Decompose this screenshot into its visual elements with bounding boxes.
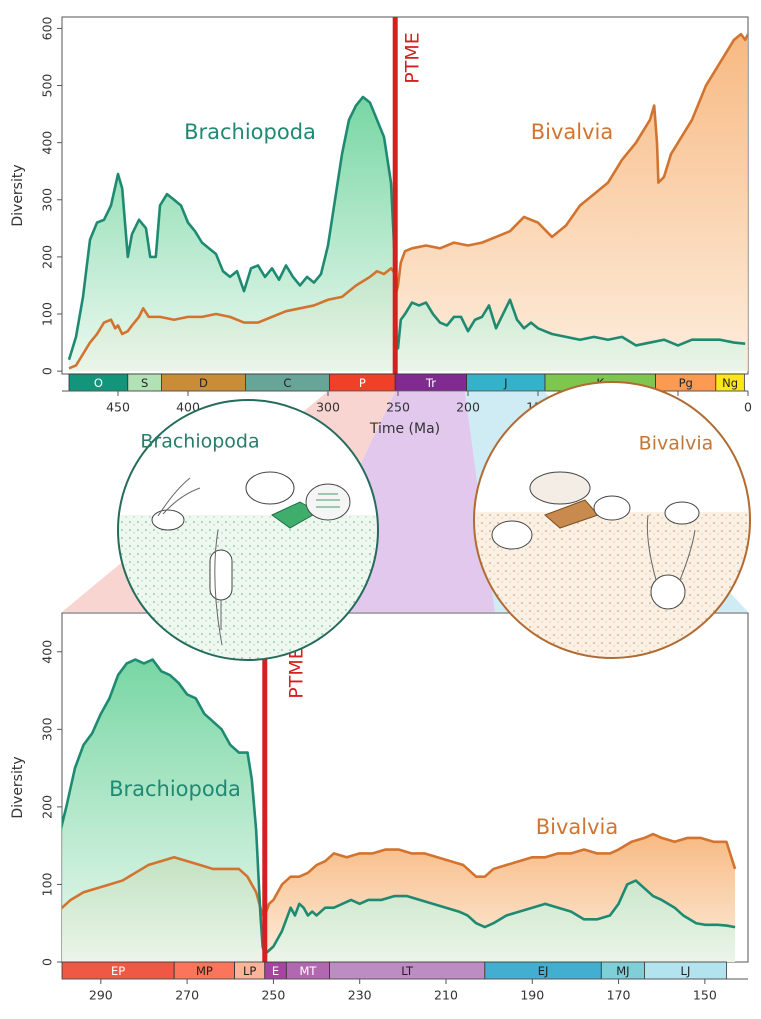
- x-tick-label: 250: [261, 988, 285, 1003]
- chart: 0 100 200 300 400 Diversity Bivalvia Brachiopod…: [10, 612, 749, 1003]
- y-tick-label: 100: [40, 872, 55, 896]
- y-axis-title: Diversity: [10, 756, 26, 818]
- x-tick-label: 230: [348, 988, 372, 1003]
- timescale-label: D: [199, 376, 208, 390]
- ribs: [316, 493, 340, 508]
- shell: [305, 483, 351, 521]
- chart: 0 100 200 300 400 500 600 Diversity Bivalvia Brac…: [10, 16, 752, 437]
- y-tick-label: 100: [40, 302, 55, 326]
- illustration-label: Bivalvia: [639, 433, 714, 455]
- shell: [151, 509, 185, 531]
- timescale-label: J: [503, 376, 507, 390]
- area: [69, 96, 746, 372]
- timescale-label: MJ: [616, 964, 629, 978]
- y-axis-title: Diversity: [10, 164, 26, 226]
- x-tick-label: 290: [89, 988, 113, 1003]
- x-tick-label: 170: [607, 988, 631, 1003]
- y-tick-label: 400: [40, 640, 55, 664]
- x-axis-title: Time (Ma): [369, 421, 440, 437]
- circle-border: [473, 381, 751, 659]
- y-tick-label: 0: [40, 958, 55, 966]
- spines: [157, 477, 201, 517]
- buried-shell: [650, 574, 686, 610]
- circle-border: [117, 399, 379, 661]
- timescale-label: MP: [196, 964, 213, 978]
- shell: [593, 495, 631, 521]
- timescale-label: P: [359, 376, 366, 390]
- event-label: PTME: [286, 647, 308, 698]
- line: [67, 95, 746, 361]
- x-tick-label: 450: [106, 400, 130, 415]
- shell: [491, 520, 533, 550]
- line: [62, 832, 737, 917]
- series-label: Bivalvia: [531, 120, 614, 144]
- x-tick-label: 210: [434, 988, 458, 1003]
- x-tick-label: 250: [386, 400, 410, 415]
- timescale-label: Ng: [722, 376, 738, 390]
- series-label: Bivalvia: [536, 815, 619, 839]
- siphons: [646, 514, 696, 581]
- timescale-label: S: [141, 376, 148, 390]
- y-tick-label: 200: [40, 795, 55, 819]
- timescale-label: EP: [111, 964, 125, 978]
- y-tick-label: 200: [40, 245, 55, 269]
- pedicle: [214, 529, 223, 646]
- event-label: PTME: [402, 32, 424, 83]
- timescale-label: C: [283, 376, 291, 390]
- x-tick-label: 150: [693, 988, 717, 1003]
- x-tick-label: 0: [744, 400, 752, 415]
- x-tick-label: 300: [316, 400, 340, 415]
- timescale-label: LJ: [681, 964, 691, 978]
- area: [69, 34, 748, 372]
- charts: 0 100 200 300 400 500 600 Diversity Bivalvia Brac…: [10, 16, 752, 1002]
- timescale-label: O: [94, 376, 103, 390]
- shell: [529, 471, 591, 505]
- series-label: Brachiopoda: [184, 120, 316, 144]
- timescale-label: E: [272, 964, 279, 978]
- x-tick-label: 190: [520, 988, 544, 1003]
- y-tick-label: 400: [40, 131, 55, 155]
- timescale-label: Tr: [425, 376, 436, 390]
- series-label: Brachiopoda: [109, 777, 241, 801]
- shell: [664, 501, 700, 525]
- bivalve-illustration: [473, 381, 751, 659]
- area: [62, 659, 736, 962]
- x-tick-label: 200: [456, 400, 480, 415]
- y-tick-label: 600: [40, 16, 55, 40]
- x-tick-label: 270: [175, 988, 199, 1003]
- timescale-label: EJ: [538, 964, 549, 978]
- timescale-label: LP: [243, 964, 256, 978]
- y-tick-label: 300: [40, 717, 55, 741]
- y-tick-label: 300: [40, 188, 55, 212]
- illustration-label: Brachiopoda: [140, 431, 259, 453]
- shell: [245, 471, 295, 505]
- lingula-shell: [209, 549, 233, 601]
- line: [62, 658, 736, 956]
- timescale-label: MT: [299, 964, 317, 978]
- timescale-label: LT: [401, 964, 414, 978]
- y-tick-label: 0: [40, 367, 55, 375]
- timescale-label: Pg: [679, 376, 693, 390]
- y-tick-label: 500: [40, 74, 55, 98]
